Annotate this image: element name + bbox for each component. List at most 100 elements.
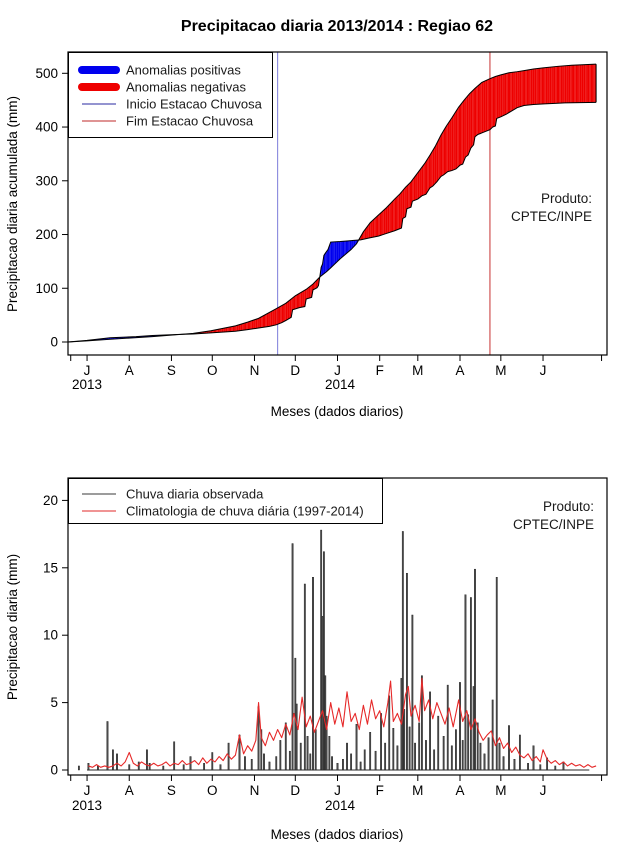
negative-anomaly-area [436, 140, 439, 182]
negative-anomaly-area [259, 316, 262, 328]
negative-anomaly-area [544, 67, 546, 104]
negative-anomaly-area [434, 145, 436, 185]
negative-anomaly-area [258, 317, 260, 329]
negative-anomaly-area [366, 226, 368, 239]
positive-anomaly-area [338, 241, 341, 261]
negative-anomaly-area [449, 119, 451, 172]
month-tick-label: M [412, 363, 423, 378]
negative-anomaly-area [465, 96, 467, 158]
negative-anomaly-area [581, 64, 583, 103]
negative-anomaly-area [364, 228, 367, 239]
negative-anomaly-area [586, 64, 588, 103]
y-tick-label: 500 [35, 66, 58, 81]
rain-bar [442, 736, 445, 771]
negative-anomaly-area [466, 95, 469, 157]
rain-bar [128, 764, 131, 771]
negative-anomaly-area [411, 180, 413, 208]
positive-anomaly-area [348, 240, 350, 252]
negative-anomaly-area [280, 305, 282, 324]
negative-anomaly-area [232, 326, 235, 332]
rain-bar [325, 715, 328, 771]
negative-anomaly-area [415, 174, 417, 201]
negative-anomaly-area [383, 208, 386, 235]
month-tick-label: J [540, 363, 547, 378]
negative-anomaly-area [261, 316, 263, 328]
negative-anomaly-area [255, 318, 258, 329]
negative-anomaly-area [425, 159, 428, 195]
rain-bar [479, 742, 482, 771]
negative-anomaly-area [404, 187, 406, 218]
rain-bar [303, 583, 306, 771]
negative-anomaly-area [585, 64, 587, 103]
observed-cumulative-line [67, 101, 597, 343]
rain-bar [464, 594, 467, 771]
negative-anomaly-area [419, 169, 421, 198]
negative-anomaly-area [225, 327, 228, 332]
negative-anomaly-area [488, 78, 490, 131]
negative-anomaly-area [492, 77, 495, 128]
negative-anomaly-area [287, 301, 289, 320]
negative-anomaly-area [563, 65, 565, 103]
negative-anomaly-area [450, 117, 452, 171]
negative-anomaly-area [559, 66, 561, 104]
positive-anomaly-area [334, 241, 337, 264]
negative-anomaly-area [518, 71, 520, 108]
negative-anomaly-area [224, 327, 226, 332]
negative-anomaly-area [265, 313, 267, 328]
negative-anomaly-area [398, 193, 401, 230]
month-tick-label: A [455, 363, 464, 378]
negative-anomaly-area [551, 66, 553, 104]
rain-bar [532, 745, 535, 771]
negative-anomaly-area [548, 67, 550, 104]
positive-anomaly-area [344, 241, 346, 256]
negative-anomaly-area [500, 74, 503, 117]
negative-anomaly-area [496, 75, 499, 119]
legend-item-label: Inicio Estacao Chuvosa [126, 97, 263, 112]
negative-anomaly-area [247, 321, 250, 330]
negative-anomaly-area [278, 306, 281, 324]
negative-anomaly-area [368, 222, 371, 239]
negative-anomaly-area [487, 79, 489, 131]
month-tick-label: A [125, 783, 134, 798]
positive-anomaly-area [347, 240, 349, 253]
positive-anomaly-area [340, 241, 342, 259]
negative-anomaly-area [277, 307, 279, 325]
negative-anomaly-area [483, 81, 485, 133]
rain-bar [474, 568, 476, 771]
negative-anomaly-area [439, 135, 441, 179]
negative-anomaly-area [266, 313, 269, 327]
negative-anomaly-area [481, 81, 484, 133]
positive-anomaly-area [345, 240, 348, 255]
negative-anomaly-area [515, 71, 518, 109]
negative-anomaly-area [438, 137, 440, 181]
rain-bar [288, 750, 291, 771]
month-tick-label: A [125, 363, 134, 378]
rain-bar [483, 753, 486, 771]
negative-anomaly-area [498, 75, 500, 118]
negative-anomaly-area [572, 65, 575, 103]
top-legend: Anomalias positivas Anomalias negativas In… [68, 52, 273, 138]
negative-anomaly-area [416, 172, 418, 200]
rain-bar [392, 728, 395, 771]
rain-bar [498, 742, 501, 771]
negative-anomaly-area [303, 290, 305, 307]
bottom-year-2013: 2013 [72, 798, 102, 813]
negative-anomaly-area [239, 324, 241, 331]
bottom-y-axis-label: Precipitacao diaria (mm) [5, 554, 20, 700]
rain-bar [306, 736, 309, 771]
negative-anomaly-area [221, 328, 224, 333]
positive-anomaly-area [326, 249, 328, 272]
rain-bar [374, 750, 377, 771]
negative-anomaly-area [543, 67, 545, 104]
rain-bar [450, 745, 453, 771]
negative-anomaly-area [254, 319, 256, 329]
rain-bar [469, 597, 472, 771]
negative-anomaly-area [378, 213, 380, 237]
positive-anomaly-area [330, 241, 333, 268]
legend-item-label: Fim Estacao Chuvosa [126, 114, 254, 129]
negative-anomaly-area [526, 69, 529, 106]
negative-anomaly-area [556, 66, 558, 104]
negative-anomaly-area [400, 192, 402, 229]
bottom-year-2014: 2014 [325, 798, 356, 813]
bottom-legend: Chuva diaria observada Climatologia de ch… [68, 478, 383, 524]
